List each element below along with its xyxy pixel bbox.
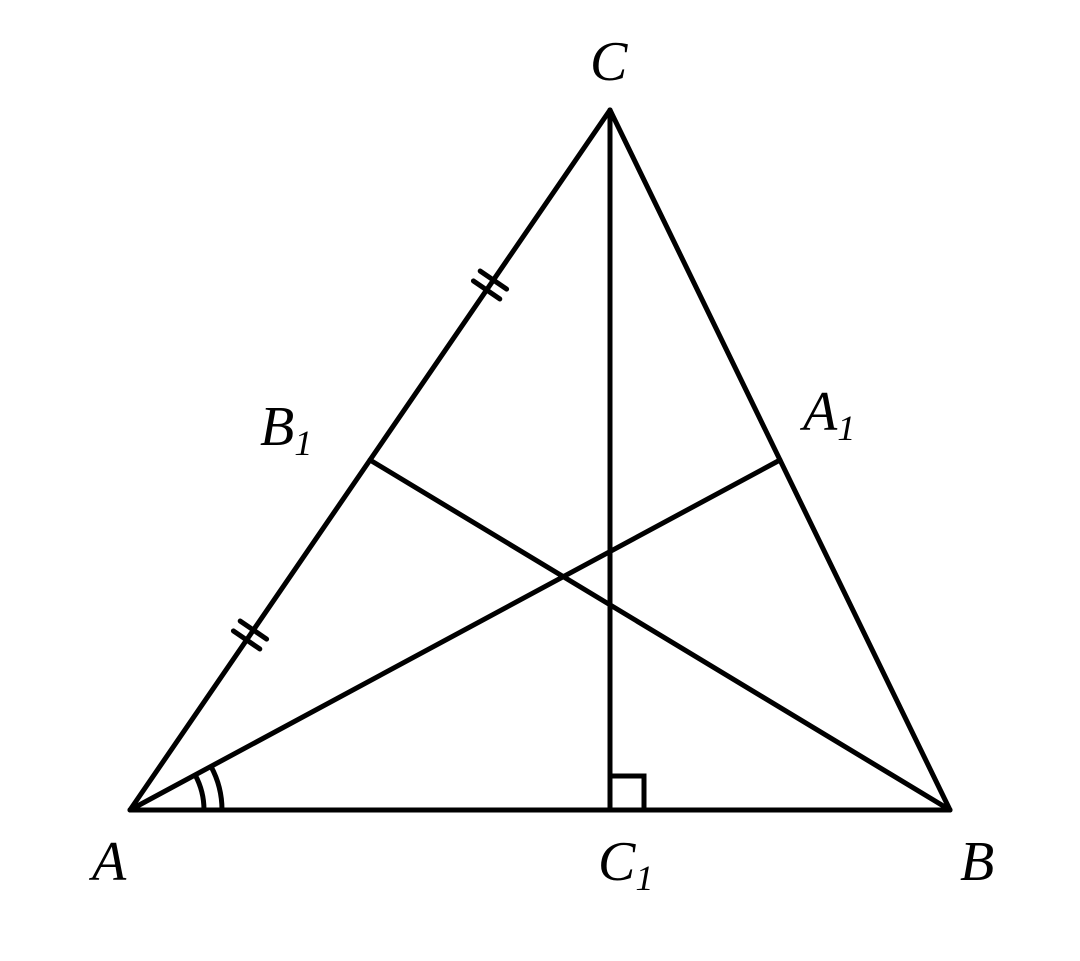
label-C: C [590,31,628,93]
triangle-diagram: ABCA1B1C1 [0,0,1080,961]
label-A: A [88,831,127,893]
label-B: B [960,831,994,893]
